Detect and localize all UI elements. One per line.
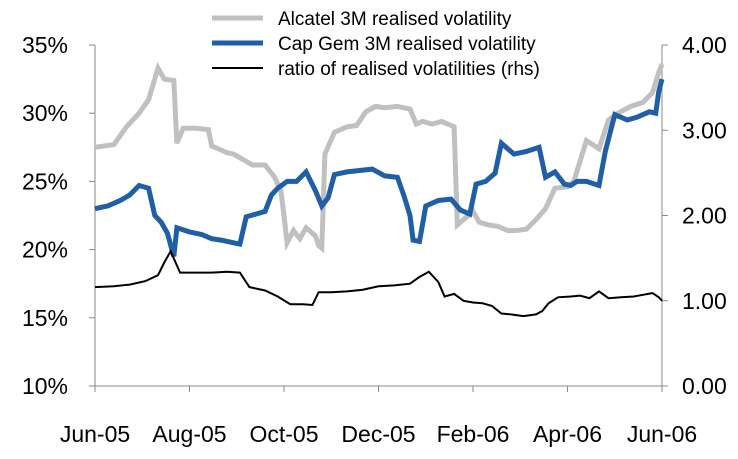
legend-label-1: Alcatel 3M realised volatility <box>278 9 512 30</box>
legend: Alcatel 3M realised volatility Cap Gem 3M… <box>212 9 540 80</box>
legend-label-2: Cap Gem 3M realised volatility <box>278 34 536 55</box>
series-line-1 <box>94 61 665 254</box>
series-line-2 <box>94 78 665 258</box>
right-tick-label: 2.00 <box>682 203 727 229</box>
left-tick-label: 20% <box>22 237 68 263</box>
x-tick-label: Feb-06 <box>437 421 510 447</box>
left-tick-label: 30% <box>22 100 68 126</box>
series-line-3 <box>94 249 663 318</box>
x-tick-label: Apr-06 <box>533 421 602 447</box>
left-tick-label: 25% <box>22 168 68 194</box>
series-lines <box>94 61 665 318</box>
x-tick-label: Jun-06 <box>627 421 697 447</box>
right-tick-label: 1.00 <box>682 288 727 314</box>
x-tick-label: Dec-05 <box>341 421 415 447</box>
left-tick-label: 10% <box>22 373 68 399</box>
left-tick-label: 35% <box>22 32 68 58</box>
left-tick-label: 15% <box>22 305 68 331</box>
right-tick-label: 3.00 <box>682 117 727 143</box>
left-axis-ticks: 10% 15% 20% 25% 30% 35% <box>22 32 95 399</box>
x-axis-ticks: Jun-05 Aug-05 Oct-05 Dec-05 Feb-06 Apr-06 Jun-… <box>60 386 697 447</box>
x-tick-label: Jun-05 <box>60 421 130 447</box>
legend-label-3: ratio of realised volatilities (rhs) <box>278 59 540 80</box>
right-tick-label: 0.00 <box>682 373 727 399</box>
x-tick-label: Oct-05 <box>249 421 318 447</box>
x-tick-label: Aug-05 <box>152 421 226 447</box>
right-axis-ticks: 0.00 1.00 2.00 3.00 4.00 <box>662 32 727 399</box>
plot-area: 10%15%20%25%30%35% 0.001.002.003.004.00 … <box>22 32 727 447</box>
right-tick-label: 4.00 <box>682 32 727 58</box>
